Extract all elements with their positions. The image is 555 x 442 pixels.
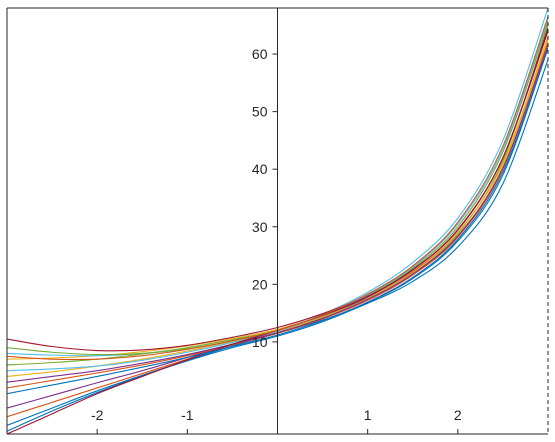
y-tick-label: 20 [252, 276, 268, 292]
series-line-9 [7, 42, 548, 389]
series-line-16 [7, 16, 548, 361]
y-tick-label: 60 [252, 46, 268, 62]
y-tick-label: 50 [252, 104, 268, 120]
ticks-layer: -2 -1 1 2 10 20 30 40 50 60 [91, 46, 462, 434]
y-tick-label: 30 [252, 219, 268, 235]
y-tick-label: 10 [252, 334, 268, 350]
series-layer [7, 8, 548, 434]
y-tick-label: 40 [252, 161, 268, 177]
x-tick-label: -2 [91, 407, 104, 423]
x-tick-label: -1 [181, 407, 194, 423]
series-line-11 [7, 45, 548, 383]
x-tick-label: 2 [454, 407, 462, 423]
series-line-15 [7, 48, 548, 395]
series-line-1 [7, 48, 548, 432]
x-tick-label: 1 [364, 407, 372, 423]
